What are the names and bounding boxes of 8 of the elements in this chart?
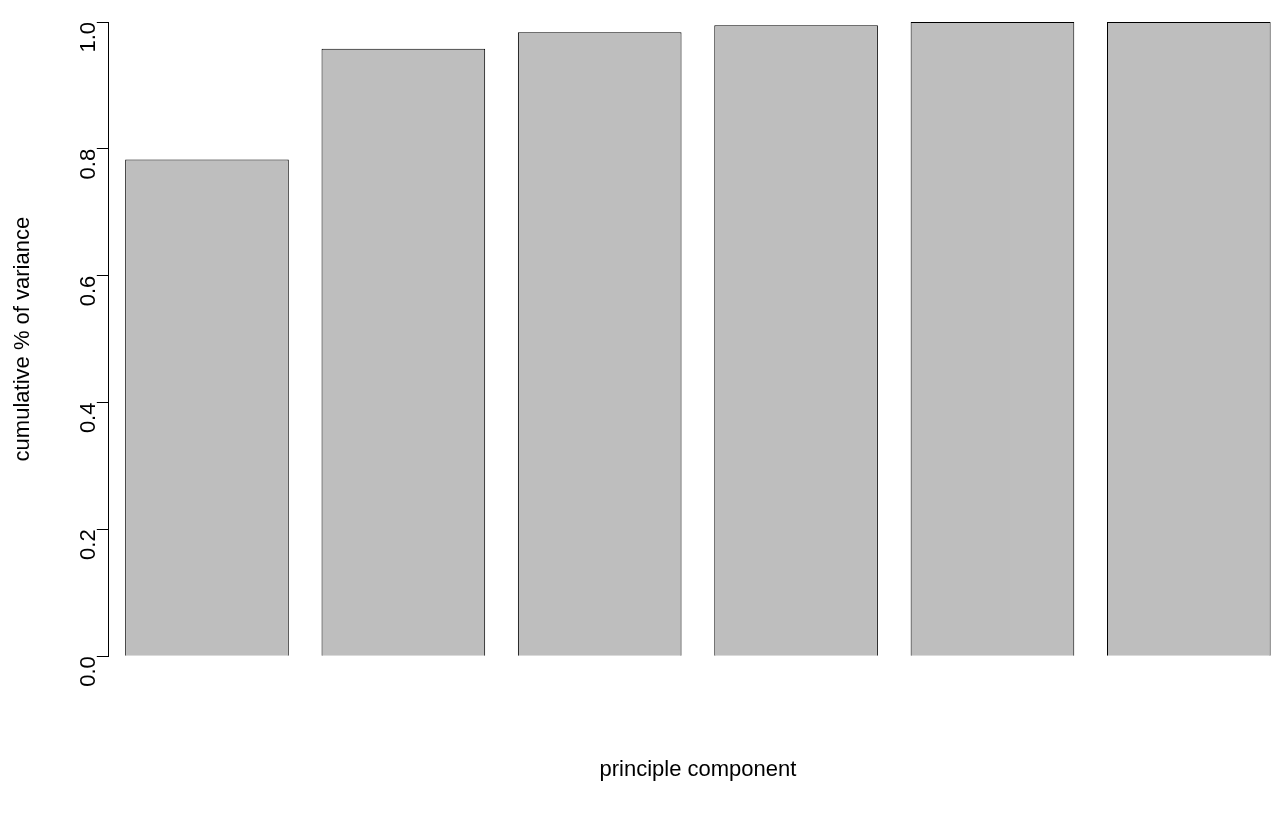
y-tick-label: 0.6 xyxy=(74,275,100,307)
y-tick-label: 0.2 xyxy=(74,529,100,560)
y-tick-label: 0.8 xyxy=(74,148,100,180)
y-tick-label: 0.4 xyxy=(74,402,100,434)
y-tick-label: 0.0 xyxy=(74,656,100,687)
y-tick-label: 1.0 xyxy=(74,22,100,53)
y-axis-title: cumulative % of variance xyxy=(9,216,35,462)
x-axis-title: principle component xyxy=(599,755,797,781)
